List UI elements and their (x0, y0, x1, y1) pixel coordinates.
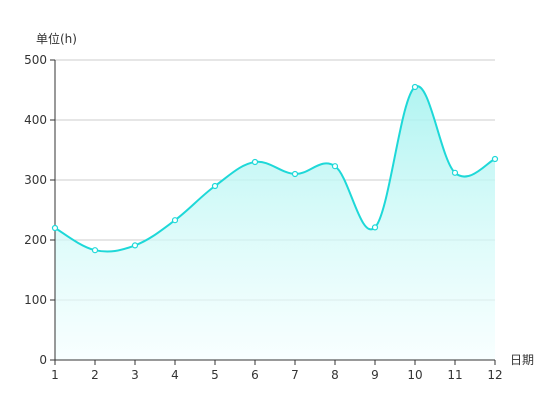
data-point[interactable] (451, 169, 459, 176)
x-tick-label: 4 (171, 368, 179, 382)
data-point[interactable] (91, 247, 99, 254)
x-tick-label: 3 (131, 368, 139, 382)
y-tick-label: 300 (24, 173, 47, 187)
x-tick-label: 11 (447, 368, 462, 382)
data-point[interactable] (491, 155, 499, 163)
x-tick-label: 9 (371, 368, 379, 382)
x-tick-label: 10 (407, 368, 422, 382)
x-tick-label: 5 (211, 368, 219, 382)
y-tick-label: 500 (24, 53, 47, 67)
data-point[interactable] (51, 224, 59, 232)
x-axis-label: 日期 (510, 353, 534, 367)
y-tick-label: 400 (24, 113, 47, 127)
data-point[interactable] (331, 163, 339, 170)
x-tick-label: 2 (91, 368, 99, 382)
data-point[interactable] (251, 158, 259, 166)
data-points (51, 83, 499, 254)
y-tick-labels: 0 100 200 300 400 500 (24, 53, 55, 367)
x-tick-label: 6 (251, 368, 259, 382)
data-point[interactable] (171, 217, 179, 224)
data-point[interactable] (371, 224, 379, 231)
x-tick-labels: 1 2 3 4 5 6 7 8 9 10 11 12 (51, 360, 503, 382)
data-point[interactable] (131, 242, 139, 249)
area-fill (55, 86, 495, 360)
x-tick-label: 8 (331, 368, 339, 382)
data-point[interactable] (411, 83, 419, 91)
x-tick-label: 1 (51, 368, 59, 382)
x-tick-label: 12 (487, 368, 502, 382)
y-tick-label: 0 (39, 353, 47, 367)
y-tick-label: 200 (24, 233, 47, 247)
data-point[interactable] (291, 170, 299, 178)
data-point[interactable] (211, 182, 219, 190)
y-axis-label: 单位(h) (36, 31, 77, 46)
y-tick-label: 100 (24, 293, 47, 307)
axes (54, 60, 495, 361)
x-tick-label: 7 (291, 368, 299, 382)
